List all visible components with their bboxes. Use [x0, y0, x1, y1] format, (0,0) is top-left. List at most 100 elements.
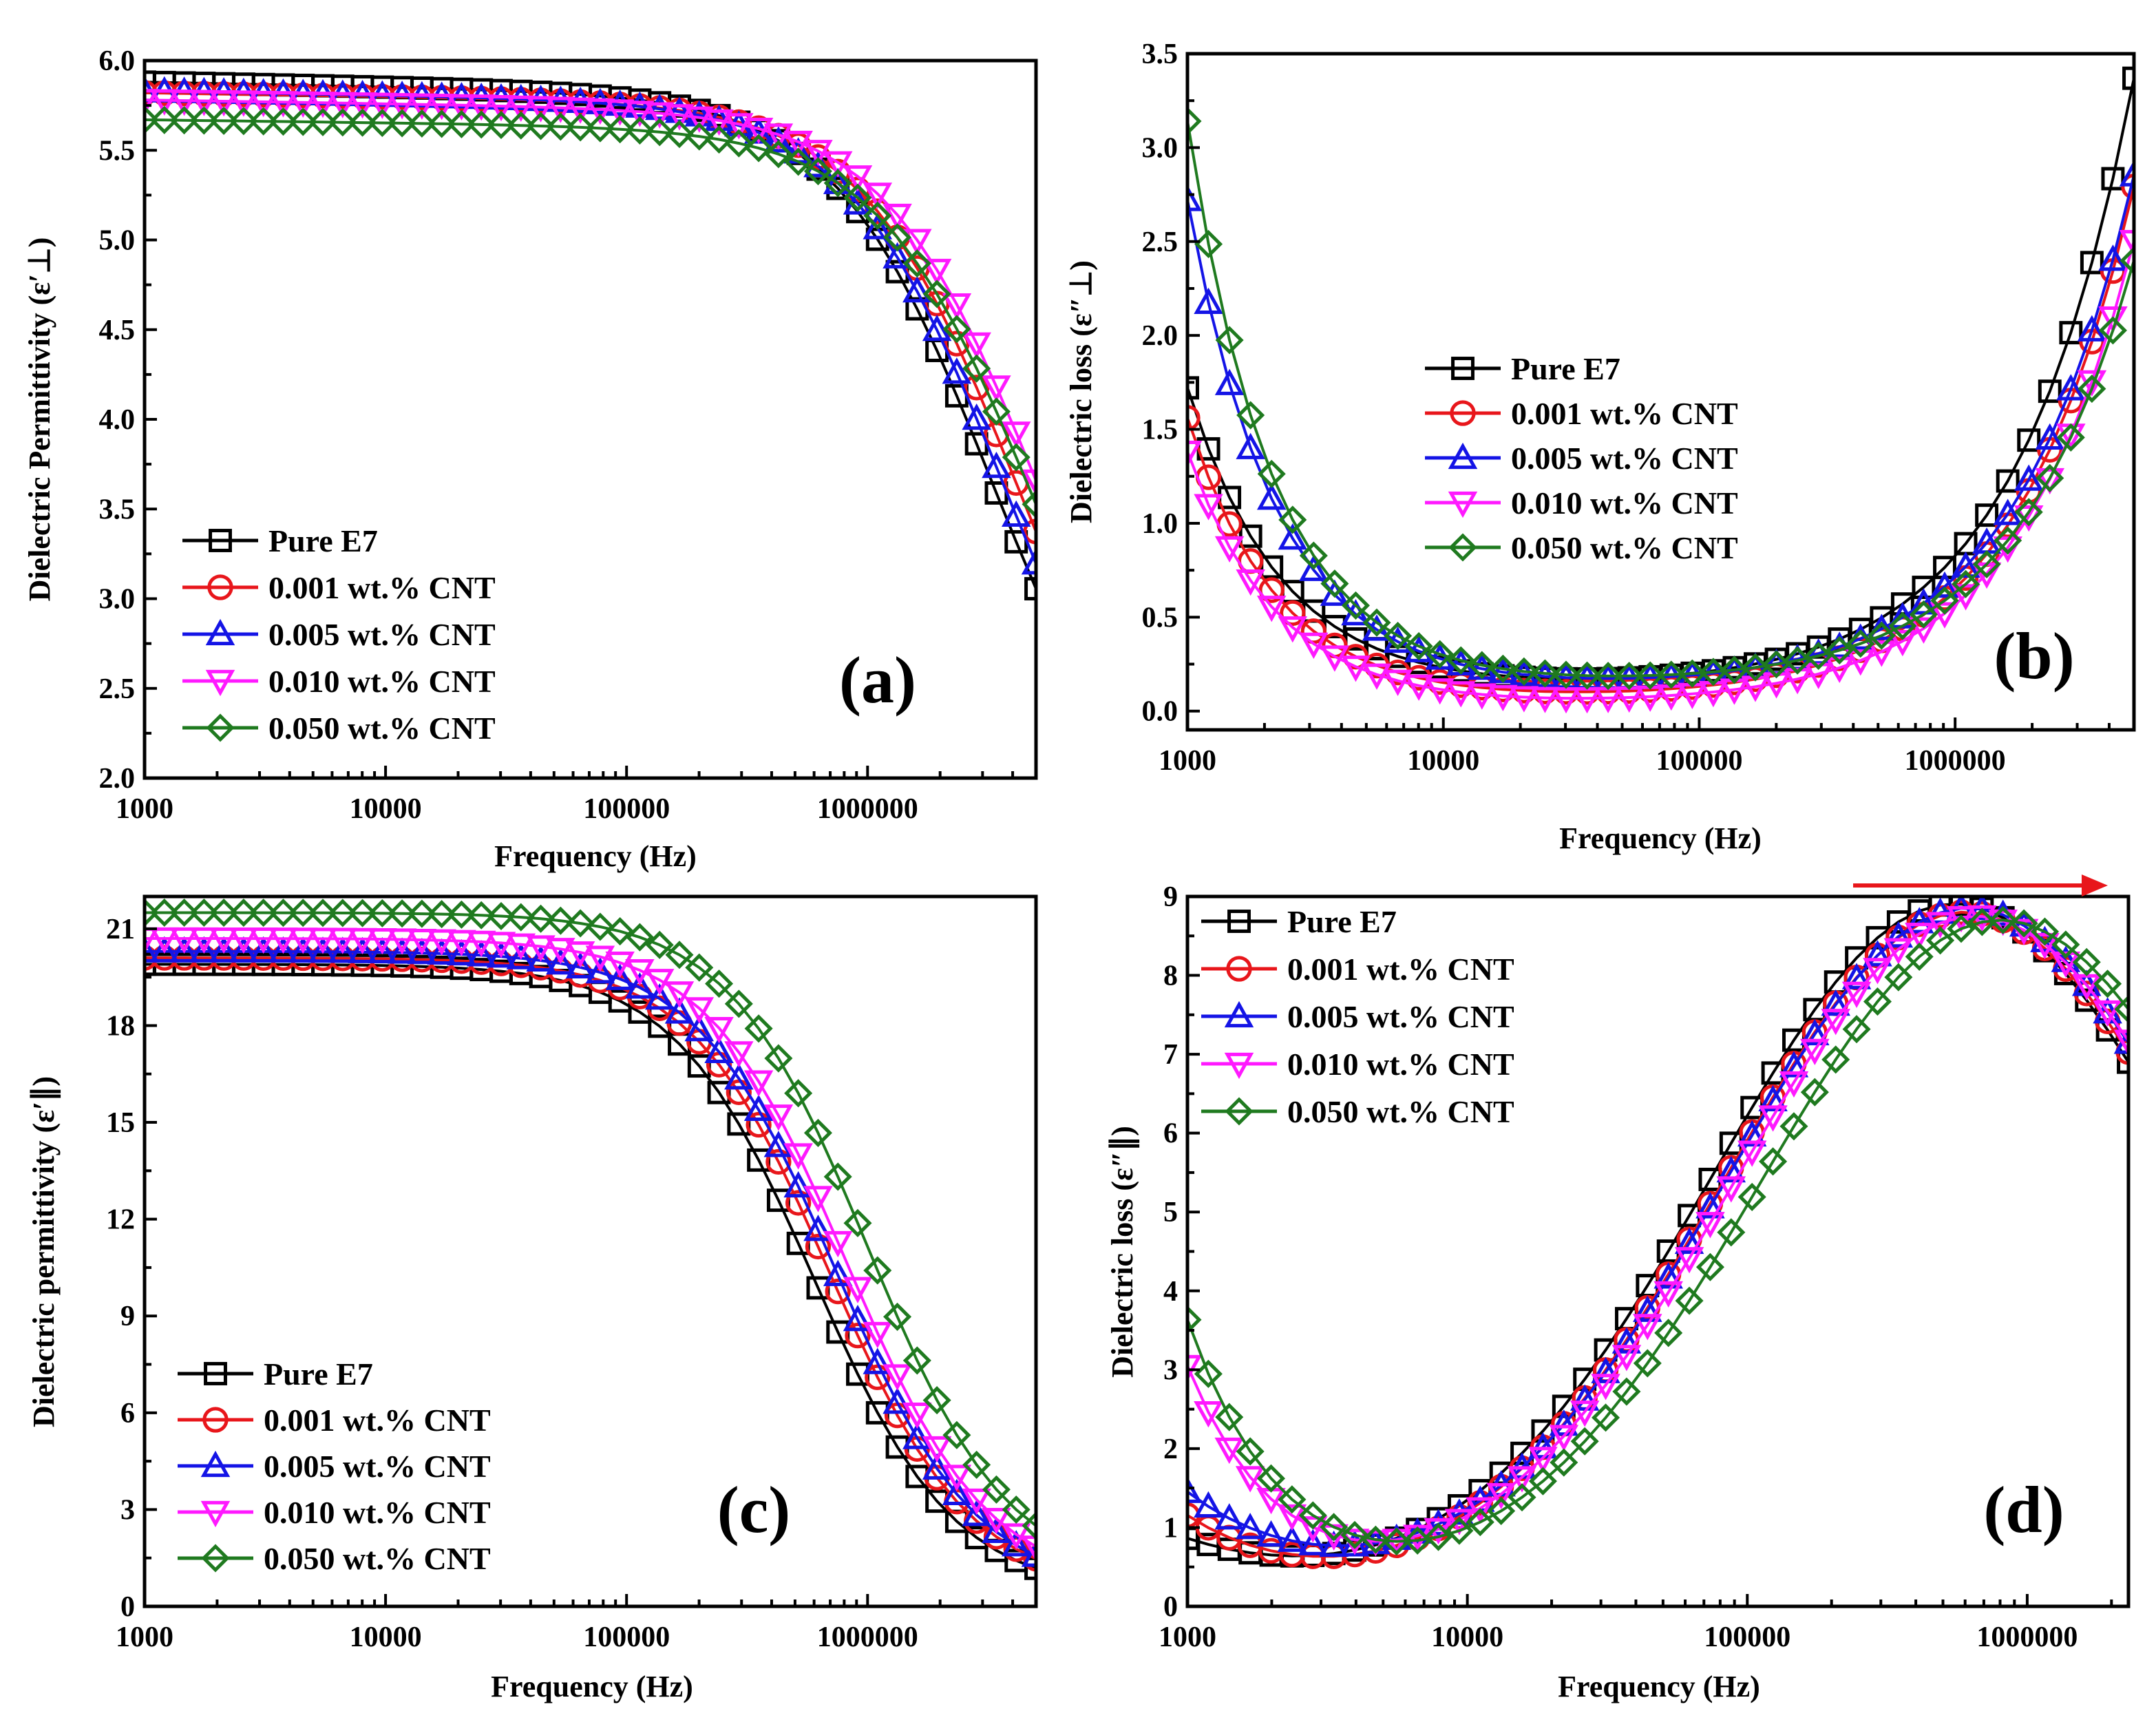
- data-point: [1909, 588, 1938, 615]
- data-point: [149, 927, 180, 954]
- data-point: [2030, 933, 2060, 960]
- legend-label: 0.010 wt.% CNT: [268, 664, 496, 699]
- data-point: [803, 1215, 833, 1241]
- data-point: [1001, 500, 1031, 527]
- data-point: [1867, 640, 1896, 667]
- data-point: [145, 927, 160, 954]
- y-tick-label: 3.0: [1142, 132, 1179, 164]
- data-point: [268, 107, 297, 136]
- data-point: [1591, 1374, 1620, 1400]
- data-point: [2119, 230, 2134, 257]
- x-tick-label: 10000: [1407, 745, 1479, 777]
- data-point: [1215, 1403, 1244, 1431]
- data-point: [328, 936, 358, 963]
- data-point: [704, 1036, 734, 1063]
- x-tick-label: 1000000: [1905, 745, 2006, 777]
- data-point: [705, 125, 734, 154]
- data-point: [962, 403, 991, 430]
- shift-arrow: [1853, 874, 2108, 896]
- legend-label: 0.050 wt.% CNT: [264, 1541, 491, 1576]
- data-point: [1383, 669, 1413, 696]
- x-tick-label: 10000: [350, 1622, 422, 1653]
- x-tick-label: 1000: [116, 793, 173, 825]
- data-point: [1468, 651, 1497, 680]
- data-point: [1549, 1425, 1579, 1451]
- data-point: [447, 938, 476, 966]
- data-point: [2051, 930, 2080, 959]
- data-point: [1952, 569, 1980, 598]
- data-point: [763, 1131, 794, 1157]
- data-point: [1320, 1513, 1349, 1542]
- data-point: [1800, 1038, 1830, 1066]
- data-point: [1653, 1262, 1683, 1289]
- data-point: [1530, 686, 1560, 713]
- data-point: [387, 93, 417, 120]
- chart-panel-a: 1000 10000 100000 1000000 2.0 2.5 3.0 3.5 4.0 4.5…: [23, 45, 1038, 873]
- y-tick-label: 5.0: [99, 225, 136, 257]
- data-point: [2098, 306, 2128, 333]
- data-point: [1215, 326, 1244, 355]
- data-point: [328, 92, 358, 118]
- data-point: [1821, 1009, 1850, 1036]
- legend-label: 0.005 wt.% CNT: [268, 617, 496, 652]
- data-point: [1821, 1045, 1850, 1074]
- data-point: [348, 899, 377, 927]
- data-point: [803, 1186, 833, 1213]
- data-point: [625, 923, 654, 952]
- x-axis-title: Frequency (Hz): [491, 1670, 693, 1703]
- data-point: [743, 1070, 774, 1097]
- data-point: [170, 106, 199, 135]
- data-point: [328, 108, 357, 137]
- data-point: [625, 958, 655, 986]
- data-point: [1424, 1509, 1453, 1535]
- data-point: [1194, 494, 1223, 521]
- data-point: [288, 91, 318, 118]
- data-point: [1187, 440, 1203, 468]
- data-point: [1846, 649, 1876, 676]
- y-tick-label: 9: [120, 1301, 135, 1332]
- data-point: [684, 997, 715, 1024]
- data-point: [763, 126, 794, 153]
- data-point: [1821, 989, 1850, 1016]
- data-point: [1256, 1464, 1286, 1493]
- x-tick-label: 1000000: [817, 1622, 918, 1653]
- data-point: [942, 357, 972, 384]
- data-point: [1214, 1437, 1245, 1465]
- data-point: [2035, 423, 2065, 450]
- data-point: [1716, 1155, 1746, 1183]
- series-3: [145, 936, 1036, 1567]
- data-point: [902, 1346, 931, 1375]
- data-point: [1021, 1535, 1036, 1562]
- data-point: [1508, 1483, 1536, 1512]
- data-point: [169, 936, 199, 963]
- data-point: [744, 1014, 773, 1043]
- data-point: [1256, 596, 1287, 622]
- data-point: [1278, 1485, 1307, 1514]
- data-point: [1384, 621, 1413, 651]
- data-point: [2101, 167, 2125, 191]
- data-point: [783, 130, 813, 158]
- data-point: [1528, 1447, 1558, 1473]
- x-tick-label: 100000: [1704, 1622, 1790, 1653]
- data-point: [684, 1015, 715, 1042]
- data-point: [1194, 287, 1223, 315]
- series-5: [145, 105, 1036, 518]
- legend: Pure E7 0.001 wt.% CNT 0.005 wt.% CNT 0.010…: [182, 523, 496, 746]
- data-point: [1021, 469, 1036, 496]
- data-point: [1235, 1513, 1265, 1540]
- data-point: [2030, 917, 2060, 946]
- data-point: [268, 936, 298, 963]
- data-point: [1236, 569, 1265, 596]
- data-point: [743, 1094, 774, 1121]
- data-point: [2120, 246, 2134, 275]
- data-point: [1759, 1147, 1788, 1176]
- x-tick-label: 100000: [1656, 745, 1742, 777]
- data-point: [1277, 1525, 1307, 1552]
- data-point: [644, 983, 675, 1010]
- data-point: [1912, 576, 1936, 599]
- data-point: [843, 1277, 873, 1303]
- data-point: [1194, 1401, 1223, 1428]
- y-tick-label: 5.5: [99, 135, 136, 167]
- data-point: [784, 1079, 813, 1108]
- data-point: [2056, 374, 2086, 401]
